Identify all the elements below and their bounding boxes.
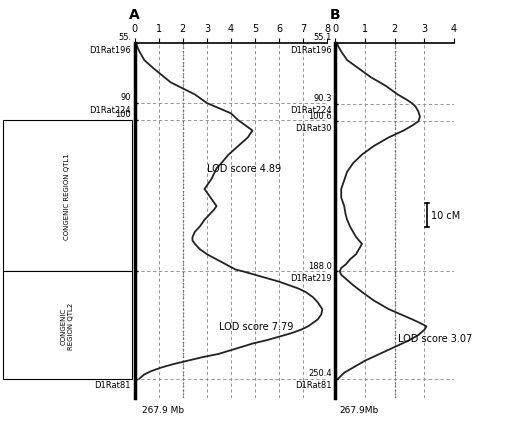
Text: LOD score 4.89: LOD score 4.89 [207, 164, 281, 174]
Text: D1Rat219: D1Rat219 [290, 273, 332, 283]
Text: 267.9 Mb: 267.9 Mb [143, 406, 185, 414]
Text: 10 cM: 10 cM [431, 210, 460, 220]
Text: D1Rat224: D1Rat224 [290, 106, 332, 115]
Text: 55.: 55. [118, 33, 131, 42]
Text: 250.4: 250.4 [308, 368, 332, 377]
Text: CONGENIC REGION QTL1: CONGENIC REGION QTL1 [64, 153, 70, 240]
Text: D1Rat196: D1Rat196 [290, 46, 332, 55]
Text: 250.4: 250.4 [107, 368, 131, 377]
Text: D1Rat196: D1Rat196 [89, 46, 131, 54]
Text: D1Rat224: D1Rat224 [89, 106, 131, 114]
Title: B: B [330, 7, 341, 21]
Text: LOD score 3.07: LOD score 3.07 [398, 334, 472, 343]
Title: A: A [129, 7, 140, 21]
Text: 188.0: 188.0 [107, 261, 131, 270]
Text: 55.1: 55.1 [313, 33, 332, 42]
Text: LOD score 7.79: LOD score 7.79 [219, 321, 294, 332]
Text: D1Rat81: D1Rat81 [95, 381, 131, 389]
Text: 188.0: 188.0 [308, 261, 332, 270]
Text: CONGENIC
REGION QTL2: CONGENIC REGION QTL2 [61, 302, 74, 349]
Text: 100: 100 [115, 110, 131, 119]
Text: 267.9Mb: 267.9Mb [340, 406, 379, 414]
Text: 90: 90 [120, 93, 131, 102]
Text: D1Rat219: D1Rat219 [89, 273, 131, 283]
Text: D1Rat81: D1Rat81 [295, 381, 332, 389]
Text: D1Rat30: D1Rat30 [95, 123, 131, 132]
Text: 90.3: 90.3 [313, 94, 332, 102]
Text: 100.6: 100.6 [308, 111, 332, 120]
Text: D1Rat30: D1Rat30 [295, 124, 332, 133]
